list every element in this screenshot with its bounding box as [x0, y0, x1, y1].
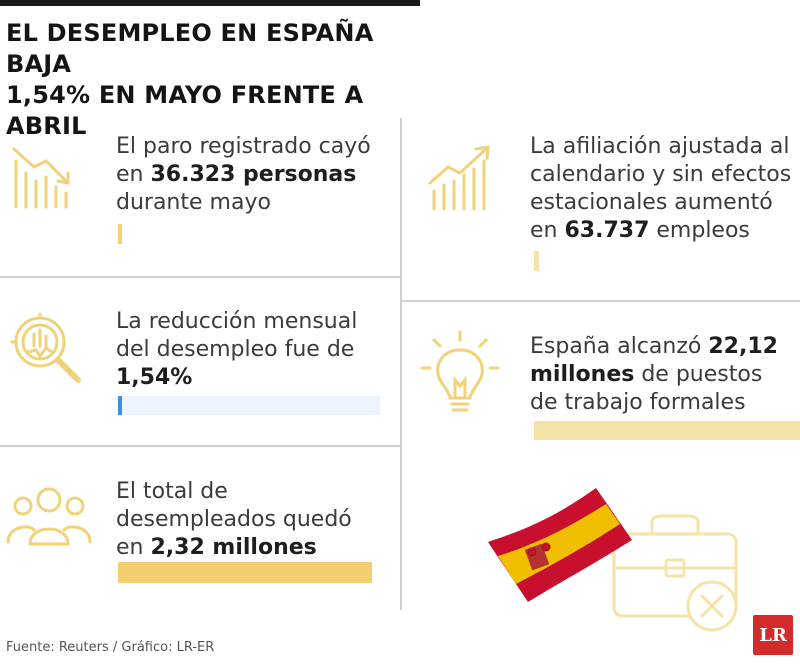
text-normal: La afiliación ajustada al — [530, 134, 790, 159]
stat-line: desempleados quedó — [116, 506, 398, 534]
stat-line: La reducción mensual — [116, 308, 396, 336]
text-highlight: 63.737 — [564, 218, 650, 243]
stat-paro-registrado: El paro registrado cayó en 36.323 person… — [116, 133, 396, 217]
stat-line: del desempleo fue de — [116, 336, 396, 364]
text-highlight: 36.323 personas — [150, 162, 357, 187]
briefcase-x-icon — [600, 508, 750, 638]
lightbulb-icon — [420, 328, 500, 420]
stat-line: La afiliación ajustada al — [530, 133, 798, 161]
text-normal: estacionales aumentó — [530, 190, 773, 215]
stat-reduccion: La reducción mensual del desempleo fue d… — [116, 308, 396, 392]
text-highlight: 2,32 millones — [150, 535, 317, 560]
text-normal: de trabajo formales — [530, 390, 746, 415]
row-divider-left-1 — [0, 276, 401, 278]
stat-line: de trabajo formales — [530, 389, 798, 417]
stat-line: en 36.323 personas — [116, 161, 396, 189]
text-normal: en — [116, 535, 151, 560]
text-normal: El paro registrado cayó — [116, 134, 371, 159]
top-rule — [0, 0, 420, 6]
text-highlight: 1,54% — [116, 365, 193, 390]
text-highlight: millones — [530, 362, 635, 387]
text-normal: de puestos — [634, 362, 763, 387]
lr-logo-text: LR — [759, 624, 787, 646]
row-divider-left-2 — [0, 445, 401, 447]
stat-line: millones de puestos — [530, 361, 798, 389]
stat-afiliacion: La afiliación ajustada al calendario y s… — [530, 133, 798, 245]
stat-line: estacionales aumentó — [530, 189, 798, 217]
page-title: EL DESEMPLEO EN ESPAÑA BAJA 1,54% EN MAY… — [6, 18, 426, 142]
stat-line: en 63.737 empleos — [530, 217, 798, 245]
title-line-2: 1,54% EN MAYO FRENTE A ABRIL — [6, 81, 364, 140]
source-credit: Fuente: Reuters / Gráfico: LR-ER — [6, 640, 215, 655]
stat-espana-alcanzo: España alcanzó 22,12 millones de puestos… — [530, 333, 798, 417]
text-normal: La reducción mensual — [116, 309, 358, 334]
text-normal: El total de — [116, 479, 228, 504]
text-normal: en — [530, 218, 565, 243]
text-highlight: 22,12 — [708, 334, 778, 359]
stat-line: El paro registrado cayó — [116, 133, 396, 161]
title-line-1: EL DESEMPLEO EN ESPAÑA BAJA — [6, 19, 374, 78]
trend-down-chart-icon — [10, 143, 80, 213]
spain-flag-icon — [484, 480, 644, 620]
trend-up-chart-icon — [424, 141, 494, 213]
text-normal: durante mayo — [116, 190, 271, 215]
stat-line: calendario y sin efectos — [530, 161, 798, 189]
stat-bar-3-track — [118, 396, 380, 415]
stat-total-desempleados: El total de desempleados quedó en 2,32 m… — [116, 478, 398, 562]
stat-bar-5 — [118, 562, 372, 583]
row-divider-right-1 — [400, 300, 800, 302]
text-normal: del desempleo fue de — [116, 337, 355, 362]
column-divider — [400, 118, 402, 610]
stat-bar-1 — [118, 224, 122, 244]
lr-logo: LR — [753, 615, 793, 655]
stat-line: España alcanzó 22,12 — [530, 333, 798, 361]
stat-line: 1,54% — [116, 364, 396, 392]
stat-line: durante mayo — [116, 189, 396, 217]
stat-bar-3 — [118, 396, 122, 415]
text-normal: España alcanzó — [530, 334, 709, 359]
stat-line: El total de — [116, 478, 398, 506]
text-normal: en — [116, 162, 151, 187]
text-normal: desempleados quedó — [116, 507, 352, 532]
magnifier-chart-icon — [8, 310, 86, 388]
text-normal: calendario y sin efectos — [530, 162, 792, 187]
people-group-icon — [6, 484, 92, 548]
text-normal: empleos — [649, 218, 750, 243]
stat-bar-4 — [534, 421, 800, 440]
stat-line: en 2,32 millones — [116, 534, 398, 562]
stat-bar-2 — [534, 251, 539, 271]
